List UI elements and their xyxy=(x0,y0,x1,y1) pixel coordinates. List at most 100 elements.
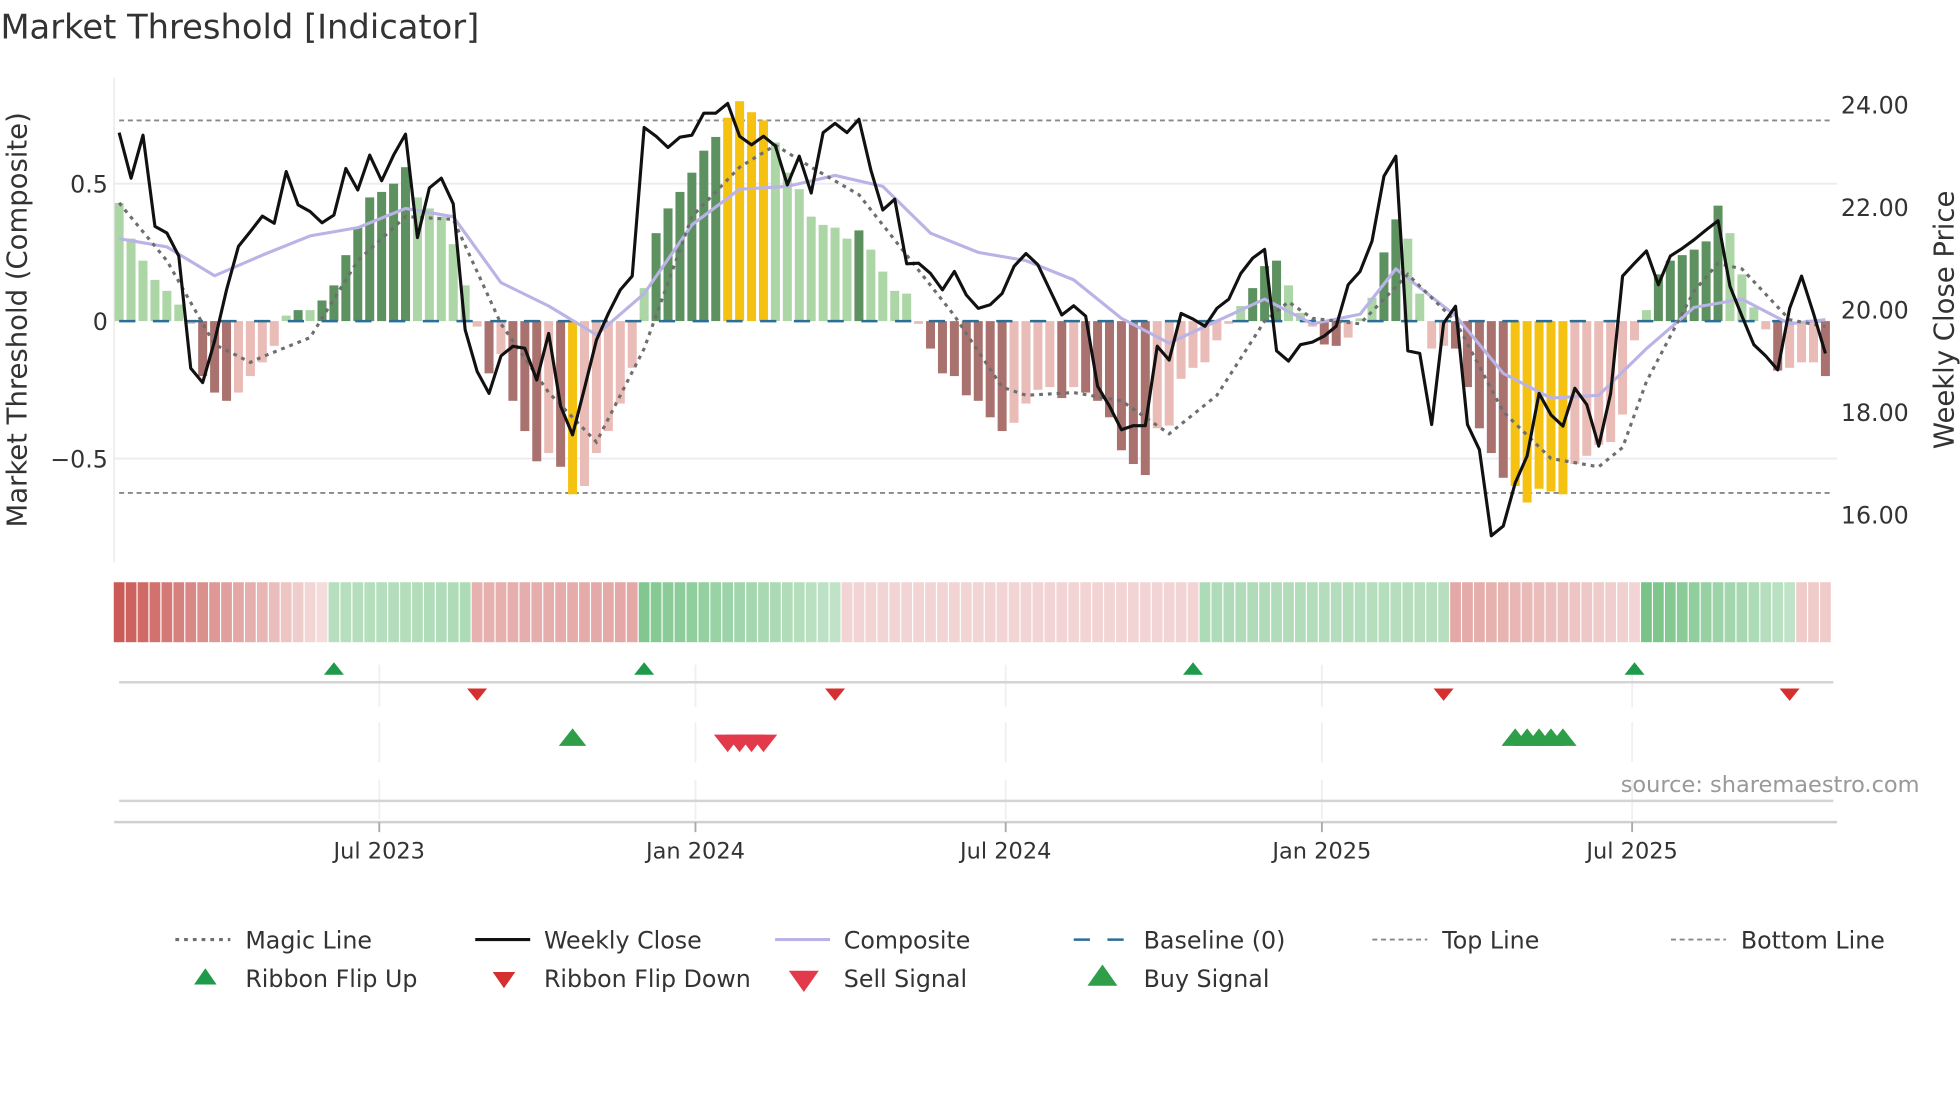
ribbon-cell xyxy=(1712,582,1724,643)
composite-bar xyxy=(1331,321,1341,346)
ribbon-cell xyxy=(388,582,399,643)
legend-item-bottom-line[interactable]: Bottom Line xyxy=(1670,926,1885,954)
ribbon-cell xyxy=(1306,582,1318,643)
composite-bar xyxy=(1319,321,1329,345)
composite-bar xyxy=(448,244,458,322)
chart-title: Market Threshold [Indicator] xyxy=(0,8,479,47)
composite-line xyxy=(118,173,1826,400)
legend-item-sell-signal[interactable]: Sell Signal xyxy=(788,965,967,993)
ribbon-cell xyxy=(686,582,698,643)
series-lines xyxy=(117,101,1827,538)
ribbon-cell xyxy=(1116,582,1127,643)
composite-bar xyxy=(257,321,267,363)
legend-item-ribbon-flip-down[interactable]: Ribbon Flip Down xyxy=(492,965,751,993)
trend-ribbon xyxy=(113,582,1831,643)
composite-bar xyxy=(663,208,673,322)
composite-bar xyxy=(914,321,924,324)
composite-bar xyxy=(210,321,220,393)
ribbon-flip-down-marker xyxy=(467,688,488,701)
y-tick-label: 0.5 xyxy=(70,170,108,198)
ribbon-cell xyxy=(901,582,913,643)
ribbon-cell xyxy=(352,582,364,643)
ribbon-cell xyxy=(865,582,877,643)
y2-tick-label: 16.00 xyxy=(1841,502,1909,530)
ribbon-cell xyxy=(364,582,376,643)
ribbon-flip-down-marker xyxy=(1433,688,1454,701)
legend-item-magic-line[interactable]: Magic Line xyxy=(175,926,372,954)
legend-item-composite[interactable]: Composite xyxy=(775,926,970,954)
composite-bar xyxy=(496,321,506,355)
composite-bar xyxy=(484,321,494,374)
signal-markers xyxy=(558,728,1577,753)
composite-bar xyxy=(1546,321,1556,492)
ribbon-cell xyxy=(412,582,423,643)
ribbon-cell xyxy=(1474,582,1485,643)
composite-bar xyxy=(770,142,780,322)
composite-bars xyxy=(114,101,1831,503)
composite-bar xyxy=(460,285,470,322)
composite-bar xyxy=(1474,321,1484,429)
composite-bar xyxy=(1236,305,1246,322)
ribbon-cell xyxy=(1139,582,1151,643)
composite-bar xyxy=(1641,310,1651,322)
ribbon-cell xyxy=(1724,582,1736,643)
ribbon-cell xyxy=(1354,582,1366,643)
composite-bar xyxy=(1630,321,1640,341)
ribbon-cell xyxy=(328,582,340,643)
ribbon-cell xyxy=(280,582,292,643)
ribbon-flip-up-marker xyxy=(323,662,344,675)
ribbon-cell xyxy=(209,582,220,643)
legend-label: Weekly Close xyxy=(544,926,702,954)
y2-tick-label: 24.00 xyxy=(1841,92,1909,120)
ribbon-cell xyxy=(435,582,447,643)
composite-bar xyxy=(1105,321,1115,418)
ribbon-cell xyxy=(1426,582,1438,643)
legend-label: Buy Signal xyxy=(1144,965,1270,993)
ribbon-cell xyxy=(1533,582,1545,643)
composite-bar xyxy=(1045,321,1055,388)
ribbon-cell xyxy=(424,582,435,643)
composite-bar xyxy=(1033,321,1043,390)
composite-bar xyxy=(1212,321,1222,341)
ribbon-cell xyxy=(1318,582,1330,643)
ribbon-cell xyxy=(1056,582,1068,643)
ribbon-cell xyxy=(972,582,984,643)
ribbon-cell xyxy=(1127,582,1139,643)
composite-bar xyxy=(1343,321,1353,338)
legend-item-weekly-close[interactable]: Weekly Close xyxy=(475,926,702,954)
ribbon-cell xyxy=(256,582,268,643)
left-axis-label: Market Threshold (Composite) xyxy=(2,112,34,527)
composite-bar xyxy=(1427,321,1437,349)
ribbon-cell xyxy=(1187,582,1199,643)
ribbon-cell xyxy=(1521,582,1533,643)
ribbon-cell xyxy=(197,582,209,643)
legend-item-baseline[interactable]: Baseline (0) xyxy=(1073,926,1286,954)
ribbon-cell xyxy=(1700,582,1712,643)
composite-bar xyxy=(1176,321,1186,379)
composite-bar xyxy=(639,288,649,322)
ribbon-cell xyxy=(555,582,567,643)
composite-bar xyxy=(353,227,363,322)
ribbon-cell xyxy=(638,582,650,643)
ribbon-cell xyxy=(1259,582,1270,643)
composite-bar xyxy=(1164,321,1174,426)
ribbon-cell xyxy=(1330,582,1342,643)
ribbon-cell xyxy=(221,582,232,643)
composite-bar xyxy=(389,183,399,322)
composite-bar xyxy=(1200,321,1210,363)
ribbon-cell xyxy=(245,582,256,643)
legend-item-ribbon-flip-up[interactable]: Ribbon Flip Up xyxy=(194,965,417,993)
ribbon-cell xyxy=(1617,582,1628,643)
y-tick-label: −0.5 xyxy=(50,445,108,473)
triangle-up-icon xyxy=(194,968,217,985)
legend-label: Magic Line xyxy=(245,926,372,954)
legend-item-buy-signal[interactable]: Buy Signal xyxy=(1087,964,1270,993)
composite-bar xyxy=(937,321,947,374)
legend-item-top-line[interactable]: Top Line xyxy=(1372,926,1539,954)
ribbon-cell xyxy=(1235,582,1247,643)
composite-bar xyxy=(1785,321,1795,368)
ribbon-cell xyxy=(567,582,578,643)
composite-bar xyxy=(1081,321,1091,393)
ribbon-cell xyxy=(614,582,626,643)
